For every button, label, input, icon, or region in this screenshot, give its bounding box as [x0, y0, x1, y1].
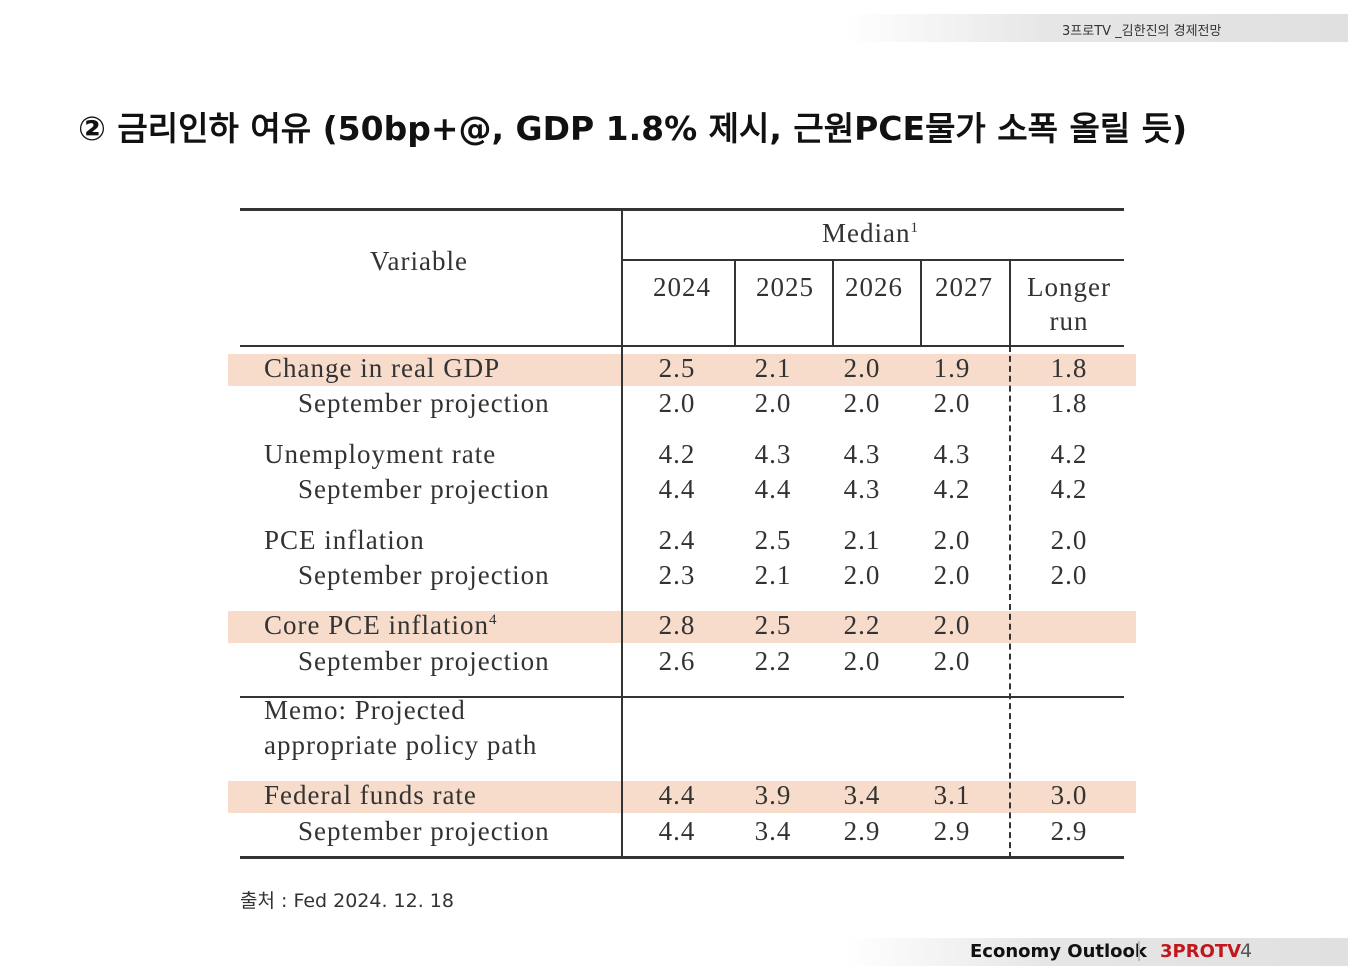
- row-label: Federal funds rate: [264, 780, 477, 810]
- cell-value: 2.0: [843, 388, 881, 418]
- cell-value: 2.9: [1050, 816, 1088, 846]
- channel: 3프로TV _김한진의 경제전망: [1062, 24, 1222, 39]
- cell-value: 1.8: [1050, 353, 1088, 383]
- footnote: 1: [910, 220, 919, 236]
- dashed-rule: [1009, 346, 1011, 858]
- cell-value: 2.2: [754, 646, 792, 676]
- row-label: September projection: [298, 560, 550, 590]
- divider: [1138, 941, 1140, 961]
- rule: [920, 260, 922, 346]
- cell-value: 2.1: [754, 353, 792, 383]
- rule: [734, 260, 736, 346]
- cell-value: 2.6: [658, 646, 696, 676]
- cell-value: 2.9: [843, 816, 881, 846]
- cell-value: 2.0: [843, 353, 881, 383]
- column-header: 2025: [756, 272, 814, 302]
- rule: [240, 856, 1124, 859]
- cell-value: 1.8: [1050, 388, 1088, 418]
- header-cell: Variable: [370, 246, 468, 276]
- cell-value: 2.0: [754, 388, 792, 418]
- cell-value: 4.3: [754, 439, 792, 469]
- column-header: 2027: [935, 272, 993, 302]
- rule: [240, 208, 1124, 211]
- header-bar: [845, 14, 1348, 42]
- cell-value: 2.3: [658, 560, 696, 590]
- row-label: September projection: [298, 646, 550, 676]
- cell-value: 2.0: [933, 610, 971, 640]
- cell-value: 2.8: [658, 610, 696, 640]
- title: ② 금리인하 여유 (50bp+@, GDP 1.8% 제시, 근원PCE물가 …: [78, 109, 1188, 148]
- rule: [240, 696, 1124, 698]
- cell-value: 4.2: [933, 474, 971, 504]
- cell-value: 2.0: [1050, 525, 1088, 555]
- row-highlight: [228, 354, 1136, 386]
- cell-value: 4.4: [754, 474, 792, 504]
- cell-value: 4.4: [658, 474, 696, 504]
- cell-value: 2.0: [1050, 560, 1088, 590]
- cell-value: 2.1: [754, 560, 792, 590]
- cell-value: 2.5: [754, 525, 792, 555]
- cell-value: 2.0: [933, 525, 971, 555]
- header-cell: Median1: [822, 218, 919, 248]
- footnote: 4: [488, 612, 498, 628]
- memo-label: appropriate policy path: [264, 730, 538, 760]
- cell-value: 4.3: [843, 474, 881, 504]
- rule: [832, 260, 834, 346]
- cell-value: 3.0: [1050, 780, 1088, 810]
- rule: [621, 210, 623, 858]
- row-label: September projection: [298, 474, 550, 504]
- cell-value: 2.0: [843, 646, 881, 676]
- source: 출처 : Fed 2024. 12. 18: [240, 890, 454, 912]
- row-label: Unemployment rate: [264, 439, 497, 469]
- cell-value: 3.1: [933, 780, 971, 810]
- cell-value: 3.4: [754, 816, 792, 846]
- cell-value: 4.2: [658, 439, 696, 469]
- rule: [240, 345, 1124, 347]
- cell-value: 4.2: [1050, 439, 1088, 469]
- row-label: September projection: [298, 388, 550, 418]
- rule: [1009, 260, 1011, 346]
- cell-value: 2.0: [933, 388, 971, 418]
- cell-value: 4.4: [658, 780, 696, 810]
- memo-label: Memo: Projected: [264, 695, 466, 725]
- rule: [622, 259, 1124, 261]
- footer-brand: Economy Outlook: [970, 941, 1147, 962]
- column-header: 2026: [845, 272, 903, 302]
- row-label: Change in real GDP: [264, 353, 501, 383]
- cell-value: 2.0: [933, 560, 971, 590]
- cell-value: 2.4: [658, 525, 696, 555]
- row-highlight: [228, 781, 1136, 813]
- column-header: 2024: [653, 272, 711, 302]
- cell-value: 2.5: [658, 353, 696, 383]
- cell-value: 2.9: [933, 816, 971, 846]
- cell-value: 4.4: [658, 816, 696, 846]
- cell-value: 2.0: [933, 646, 971, 676]
- page-number: 4: [1240, 940, 1253, 962]
- row-label: PCE inflation: [264, 525, 425, 555]
- footer-channel: 3PROTV: [1160, 941, 1242, 962]
- cell-value: 2.5: [754, 610, 792, 640]
- cell-value: 3.4: [843, 780, 881, 810]
- row-label: Core PCE inflation4: [264, 610, 498, 640]
- cell-value: 2.0: [843, 560, 881, 590]
- cell-value: 4.3: [843, 439, 881, 469]
- cell-value: 3.9: [754, 780, 792, 810]
- row-highlight: [228, 611, 1136, 643]
- cell-value: 4.3: [933, 439, 971, 469]
- cell-value: 4.2: [1050, 474, 1088, 504]
- footer-bar: [845, 938, 1348, 966]
- cell-value: 2.1: [843, 525, 881, 555]
- row-label: September projection: [298, 816, 550, 846]
- cell-value: 1.9: [933, 353, 971, 383]
- cell-value: 2.2: [843, 610, 881, 640]
- column-header: Longer run: [1027, 272, 1111, 336]
- cell-value: 2.0: [658, 388, 696, 418]
